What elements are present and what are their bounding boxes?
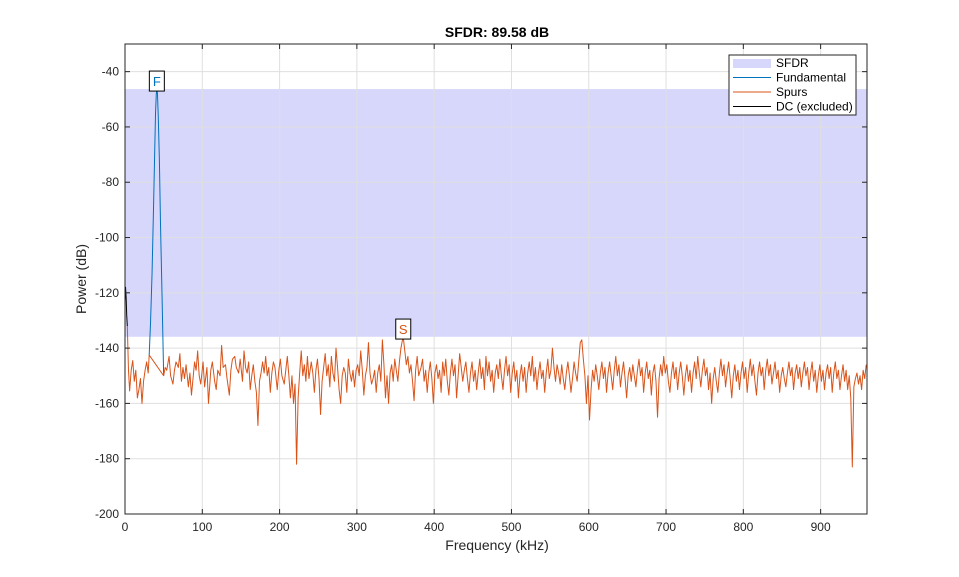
sfdr-band	[125, 89, 867, 337]
legend-label: DC (excluded)	[776, 100, 853, 114]
y-tick-label: -180	[95, 452, 119, 466]
legend-label: Spurs	[776, 85, 807, 99]
marker-box	[148, 70, 165, 92]
chart-title: SFDR: 89.58 dB	[445, 24, 549, 40]
x-tick-label: 300	[347, 520, 367, 534]
ticks: 0 100 200 300 400 500 600 700 800 900 -200 -180 -160…	[95, 44, 867, 534]
legend-label: Fundamental	[776, 71, 846, 85]
grid	[124, 44, 867, 515]
legend-label: SFDR	[776, 56, 809, 70]
axes-box	[124, 43, 868, 515]
x-tick-label: 100	[192, 520, 212, 534]
marker-label: S	[399, 322, 408, 337]
x-axis-label: Frequency (kHz)	[445, 537, 548, 553]
marker-box	[395, 318, 412, 340]
marker-f: F	[148, 70, 165, 92]
x-tick-label: 400	[424, 520, 444, 534]
y-tick-label: -200	[95, 507, 119, 521]
y-tick-label: -160	[95, 396, 119, 410]
legend-swatch	[733, 59, 771, 68]
x-tick-label: 600	[579, 520, 599, 534]
y-axis-label: Power (dB)	[73, 244, 89, 314]
marker-label: F	[153, 74, 161, 89]
marker-s: S	[395, 318, 412, 340]
y-tick-label: -80	[102, 175, 120, 189]
x-tick-label: 0	[122, 520, 129, 534]
plot-area: 0 100 200 300 400 500 600 700 800 900 -200 -180 -160…	[95, 43, 868, 534]
series-spurs	[126, 325, 867, 468]
y-tick-label: -40	[102, 65, 120, 79]
y-tick-label: -100	[95, 231, 119, 245]
y-tick-label: -60	[102, 120, 120, 134]
y-tick-label: -140	[95, 341, 119, 355]
x-tick-label: 800	[733, 520, 753, 534]
y-tick-label: -120	[95, 286, 119, 300]
x-tick-label: 700	[656, 520, 676, 534]
x-tick-label: 900	[811, 520, 831, 534]
x-tick-label: 200	[270, 520, 290, 534]
peak-markers: FS	[148, 70, 412, 340]
x-tick-label: 500	[501, 520, 521, 534]
